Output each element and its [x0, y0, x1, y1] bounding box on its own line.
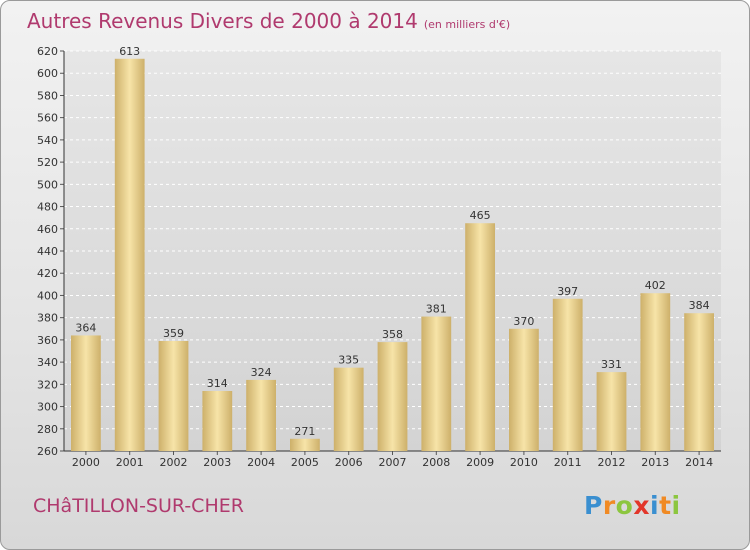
data-label: 370 — [513, 315, 534, 328]
y-tick-label: 260 — [37, 445, 58, 458]
bar — [114, 58, 145, 452]
y-tick-label: 380 — [37, 312, 58, 325]
data-label: 314 — [207, 377, 228, 390]
y-tick-label: 580 — [37, 89, 58, 102]
data-label: 364 — [75, 321, 96, 334]
x-tick-label: 2001 — [116, 456, 144, 469]
data-label: 465 — [470, 209, 491, 222]
y-tick-label: 500 — [37, 178, 58, 191]
x-tick-label: 2012 — [598, 456, 626, 469]
y-tick-label: 620 — [37, 45, 58, 58]
x-tick-label: 2013 — [641, 456, 669, 469]
y-tick-label: 400 — [37, 289, 58, 302]
y-tick-label: 360 — [37, 334, 58, 347]
logo-letter: r — [602, 491, 616, 520]
bar — [290, 438, 320, 451]
data-label: 613 — [119, 45, 140, 58]
x-tick-label: 2000 — [72, 456, 100, 469]
y-tick-label: 340 — [37, 356, 58, 369]
bar — [509, 328, 539, 451]
chart-title-text: Autres Revenus Divers de 2000 à 2014 — [27, 9, 418, 33]
logo-letter: i — [650, 491, 660, 520]
bar — [246, 379, 276, 451]
logo-letter: o — [615, 491, 634, 520]
logo-letter: P — [584, 491, 603, 520]
x-tick-label: 2004 — [247, 456, 275, 469]
y-tick-label: 480 — [37, 201, 58, 214]
bar — [596, 372, 627, 451]
y-tick-label: 520 — [37, 156, 58, 169]
data-label: 324 — [251, 366, 272, 379]
city-name: CHâTILLON-SUR-CHER — [33, 495, 244, 517]
bar — [552, 298, 583, 451]
y-tick-label: 300 — [37, 401, 58, 414]
data-label: 358 — [382, 328, 403, 341]
data-label: 381 — [426, 303, 447, 316]
bar — [333, 367, 364, 451]
data-label: 402 — [645, 279, 666, 292]
y-tick-label: 460 — [37, 223, 58, 236]
data-label: 271 — [294, 425, 315, 438]
logo-letter: x — [633, 491, 650, 520]
bar — [202, 391, 233, 451]
chart-title: Autres Revenus Divers de 2000 à 2014 (en … — [27, 9, 510, 33]
y-tick-label: 280 — [37, 423, 58, 436]
data-label: 335 — [338, 354, 359, 367]
bar — [465, 223, 495, 451]
bar — [684, 313, 714, 451]
bar — [71, 335, 101, 451]
data-label: 331 — [601, 358, 622, 371]
x-tick-label: 2005 — [291, 456, 319, 469]
data-label: 384 — [689, 299, 710, 312]
y-tick-label: 420 — [37, 267, 58, 280]
x-tick-label: 2014 — [685, 456, 713, 469]
x-tick-label: 2009 — [466, 456, 494, 469]
y-tick-label: 320 — [37, 378, 58, 391]
data-label: 397 — [557, 285, 578, 298]
bar — [640, 293, 671, 451]
x-tick-label: 2003 — [203, 456, 231, 469]
y-tick-label: 440 — [37, 245, 58, 258]
y-tick-label: 540 — [37, 134, 58, 147]
x-tick-label: 2002 — [160, 456, 188, 469]
x-tick-label: 2010 — [510, 456, 538, 469]
chart-subtitle: (en milliers d'€) — [423, 18, 511, 31]
data-label: 359 — [163, 327, 184, 340]
logo-letter: i — [671, 491, 681, 520]
y-tick-label: 560 — [37, 112, 58, 125]
y-tick-label: 600 — [37, 67, 58, 80]
bar — [377, 342, 408, 451]
proxiti-logo: Proxiti — [584, 491, 681, 520]
bar — [421, 316, 452, 451]
logo-letter: t — [659, 491, 672, 520]
x-tick-label: 2011 — [554, 456, 582, 469]
x-tick-label: 2006 — [335, 456, 363, 469]
bar — [158, 341, 189, 451]
x-tick-label: 2008 — [422, 456, 450, 469]
x-tick-label: 2007 — [379, 456, 407, 469]
